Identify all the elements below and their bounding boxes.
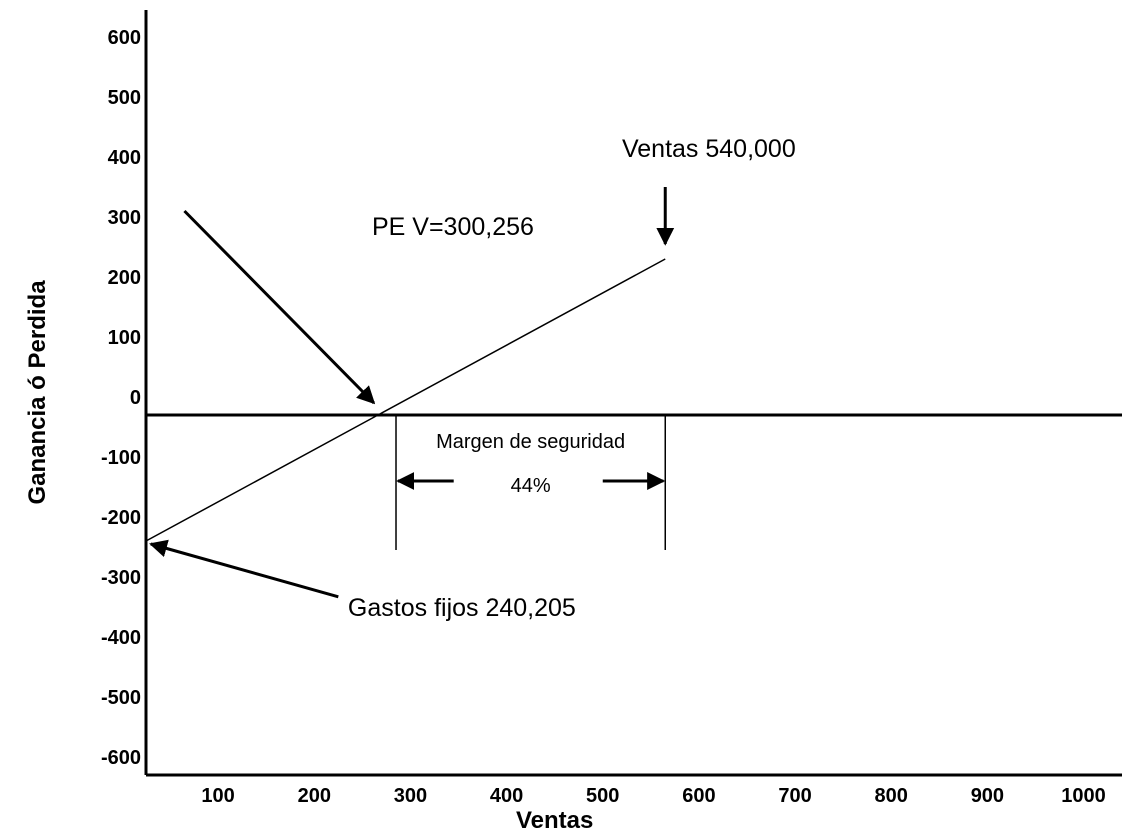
annotation-label: PE V=300,256 [372, 213, 534, 241]
annotation-label: Gastos fijos 240,205 [348, 594, 576, 622]
y-tick-label: 100 [108, 327, 141, 349]
y-tick-label: -500 [101, 687, 141, 709]
x-tick-label: 1000 [1061, 785, 1106, 807]
y-axis-title: Ganancia ó Perdida [24, 280, 51, 505]
annotation-arrow [183, 209, 376, 405]
x-tick-label: 500 [586, 785, 619, 807]
annotation-label: Margen de seguridad [436, 431, 625, 453]
y-tick-label: 200 [108, 267, 141, 289]
y-tick-label: -400 [101, 627, 141, 649]
reference-lines [146, 413, 1122, 550]
profit-loss-line [145, 258, 666, 542]
annotation-label: Ventas 540,000 [622, 135, 796, 163]
annotation-arrow [149, 539, 339, 599]
y-tick-label: 400 [108, 147, 141, 169]
x-tick-label: 200 [298, 785, 331, 807]
y-tick-label: 0 [130, 387, 141, 409]
y-tick-label: -300 [101, 567, 141, 589]
y-tick-label: -100 [101, 447, 141, 469]
x-tick-label: 300 [394, 785, 427, 807]
y-tick-label: 600 [108, 27, 141, 49]
x-tick-label: 800 [875, 785, 908, 807]
x-tick-labels: 100 200 300 400 500 600 700 800 900 1000 [201, 785, 1105, 807]
x-tick-label: 400 [490, 785, 523, 807]
y-tick-label: 300 [108, 207, 141, 229]
y-tick-label: -600 [101, 747, 141, 769]
x-tick-label: 100 [201, 785, 234, 807]
axes [144, 10, 1122, 777]
annotations: PE V=300,256 Ventas 540,000 Gastos fijos 2… [149, 135, 796, 622]
annotation-label: 44% [511, 475, 551, 497]
y-tick-label: -200 [101, 507, 141, 529]
y-tick-labels: 600 500 400 300 200 100 0 -100 -200 -300 -400 -500 -… [101, 27, 141, 769]
x-axis-title: Ventas [516, 807, 593, 834]
series-group [145, 258, 666, 542]
y-tick-label: 500 [108, 87, 141, 109]
x-tick-label: 600 [682, 785, 715, 807]
x-tick-label: 700 [778, 785, 811, 807]
x-tick-label: 900 [971, 785, 1004, 807]
